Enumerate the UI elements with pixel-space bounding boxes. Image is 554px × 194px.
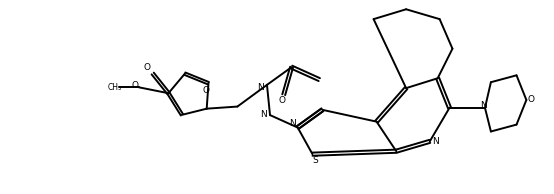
Text: N: N — [260, 110, 266, 119]
Text: N: N — [432, 137, 439, 146]
Text: O: O — [143, 63, 150, 72]
Text: N: N — [480, 101, 486, 110]
Text: O: O — [202, 86, 209, 95]
Text: O: O — [131, 81, 138, 90]
Text: N: N — [289, 119, 296, 128]
Text: O: O — [528, 95, 535, 104]
Text: S: S — [312, 156, 319, 165]
Text: CH₃: CH₃ — [107, 83, 121, 92]
Text: N: N — [257, 83, 264, 92]
Text: O: O — [278, 96, 285, 105]
